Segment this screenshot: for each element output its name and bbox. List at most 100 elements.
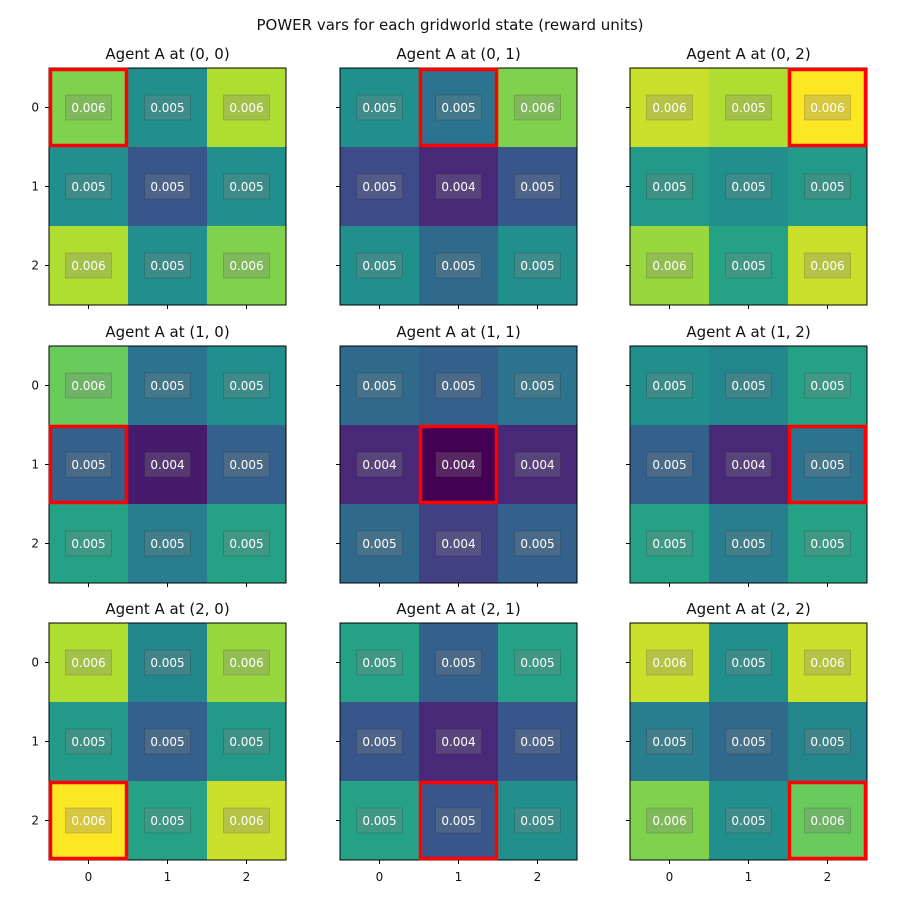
cell-value-label: 0.006 — [229, 814, 263, 828]
cell-value-label: 0.006 — [71, 814, 105, 828]
heatmap-panel: Agent A at (1, 1) 0.005 0.005 0.005 0.004 0.0… — [336, 323, 578, 587]
cell-value-label: 0.005 — [71, 458, 105, 472]
cell-value-label: 0.005 — [229, 735, 263, 749]
heatmap-cell — [788, 781, 868, 861]
cell-value-label: 0.005 — [652, 458, 686, 472]
cell-value-label: 0.005 — [229, 180, 263, 194]
heatmap-cell — [630, 623, 710, 703]
cell-label-box — [804, 728, 851, 755]
cell-label-box — [356, 372, 403, 399]
heatmap-cell — [498, 425, 578, 505]
cell-value-label: 0.005 — [652, 379, 686, 393]
y-tick-label: 1 — [31, 180, 39, 194]
heatmap-cell — [128, 504, 208, 584]
heatmap-cell — [630, 346, 710, 426]
heatmap-cell — [788, 504, 868, 584]
heatmap-cell — [207, 346, 287, 426]
cell-value-label: 0.004 — [441, 180, 475, 194]
cell-value-label: 0.005 — [731, 101, 765, 115]
heatmap-cell — [498, 702, 578, 782]
y-tick-label: 2 — [31, 814, 39, 828]
cell-label-box — [223, 807, 270, 834]
cell-value-label: 0.005 — [150, 101, 184, 115]
cell-label-box — [223, 94, 270, 121]
panel-title: Agent A at (2, 0) — [105, 600, 229, 618]
heatmap-cell — [49, 226, 129, 306]
heatmap-cell — [419, 226, 499, 306]
heatmap-panel: Agent A at (1, 2) 0.005 0.005 0.005 0.005 0.0… — [626, 323, 868, 587]
cell-value-label: 0.006 — [810, 656, 844, 670]
y-tick-label: 1 — [31, 458, 39, 472]
heatmap-cell — [419, 147, 499, 227]
cell-label-box — [804, 252, 851, 279]
cell-label-box — [65, 372, 112, 399]
heatmap-cell — [630, 504, 710, 584]
cell-label-box — [804, 649, 851, 676]
agent-highlight — [48, 67, 129, 148]
heatmap-cell — [49, 68, 129, 148]
x-tick-label: 2 — [243, 870, 251, 884]
cell-value-label: 0.005 — [441, 259, 475, 273]
cell-value-label: 0.005 — [150, 735, 184, 749]
heatmap-cell — [709, 702, 789, 782]
heatmap-cell — [49, 425, 129, 505]
heatmap-panel: Agent A at (2, 1) 0.005 0.005 0.005 0.005 0.0… — [336, 600, 578, 884]
cell-value-label: 0.006 — [652, 259, 686, 273]
cell-label-box — [144, 649, 191, 676]
heatmap-cell — [340, 147, 420, 227]
heatmap-cell — [340, 68, 420, 148]
cell-value-label: 0.005 — [362, 537, 396, 551]
cell-value-label: 0.005 — [810, 537, 844, 551]
heatmap-cell — [340, 702, 420, 782]
cell-label-box — [514, 807, 561, 834]
cell-value-label: 0.005 — [731, 537, 765, 551]
heatmap-cell — [419, 346, 499, 426]
agent-highlight — [418, 780, 499, 861]
cell-label-box — [435, 372, 482, 399]
heatmap-cell — [630, 147, 710, 227]
cell-value-label: 0.005 — [150, 537, 184, 551]
cell-value-label: 0.005 — [520, 259, 554, 273]
cell-label-box — [356, 252, 403, 279]
heatmap-cell — [419, 702, 499, 782]
cell-value-label: 0.006 — [71, 379, 105, 393]
cell-value-label: 0.005 — [71, 537, 105, 551]
cell-value-label: 0.005 — [71, 180, 105, 194]
heatmap-panel: Agent A at (0, 2) 0.006 0.005 0.006 0.005 0.0… — [626, 45, 868, 309]
cell-label-box — [144, 252, 191, 279]
cell-label-box — [65, 451, 112, 478]
cell-label-box — [435, 94, 482, 121]
cell-label-box — [435, 649, 482, 676]
agent-highlight — [787, 424, 868, 505]
heatmap-cell — [340, 346, 420, 426]
agent-highlight — [418, 424, 499, 505]
heatmap-cell — [340, 623, 420, 703]
cell-label-box — [646, 451, 693, 478]
cell-label-box — [223, 372, 270, 399]
x-tick-label: 1 — [745, 870, 753, 884]
cell-value-label: 0.006 — [652, 101, 686, 115]
heatmap-cell — [49, 147, 129, 227]
cell-value-label: 0.005 — [520, 656, 554, 670]
heatmap-panels: Agent A at (0, 0) 0.006 0.005 0.006 0.005 0.0… — [31, 45, 868, 884]
cell-label-box — [356, 94, 403, 121]
cell-value-label: 0.005 — [652, 735, 686, 749]
agent-highlight — [418, 67, 499, 148]
cell-label-box — [804, 173, 851, 200]
cell-label-box — [223, 451, 270, 478]
cell-value-label: 0.005 — [652, 180, 686, 194]
cell-label-box — [435, 728, 482, 755]
cell-label-box — [223, 173, 270, 200]
cell-label-box — [223, 530, 270, 557]
cell-label-box — [646, 173, 693, 200]
cell-label-box — [725, 451, 772, 478]
panel-title: Agent A at (2, 2) — [686, 600, 810, 618]
heatmap-cell — [788, 623, 868, 703]
cell-value-label: 0.005 — [150, 379, 184, 393]
heatmap-cell — [340, 504, 420, 584]
cell-value-label: 0.005 — [362, 379, 396, 393]
heatmap-cell — [128, 623, 208, 703]
cell-label-box — [144, 173, 191, 200]
cell-label-box — [804, 530, 851, 557]
